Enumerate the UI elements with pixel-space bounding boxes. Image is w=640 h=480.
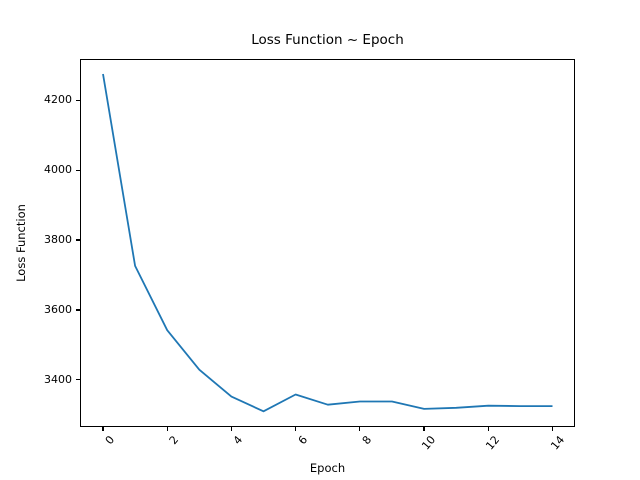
x-tick-mark <box>102 427 104 431</box>
x-tick-mark <box>359 427 361 431</box>
y-tick-mark <box>76 169 80 171</box>
y-axis-label: Loss Function <box>14 204 28 282</box>
x-tick-mark <box>423 427 425 431</box>
y-tick-label: 3400 <box>44 372 72 386</box>
y-tick-label: 4200 <box>44 93 72 107</box>
plot-area <box>80 59 575 427</box>
y-tick-mark <box>76 99 80 101</box>
chart-title: Loss Function ~ Epoch <box>251 32 404 48</box>
x-tick-mark <box>230 427 232 431</box>
y-tick-label: 4000 <box>44 163 72 177</box>
loss-curve-line <box>102 73 553 413</box>
y-tick-mark <box>76 379 80 381</box>
x-tick-mark <box>551 427 554 431</box>
y-tick-mark <box>76 309 80 311</box>
x-tick-mark <box>487 427 489 431</box>
y-tick-label: 3800 <box>44 233 72 247</box>
x-tick-mark <box>295 427 297 431</box>
y-tick-label: 3600 <box>44 302 72 316</box>
y-tick-mark <box>76 239 80 241</box>
x-axis-label: Epoch <box>309 461 346 475</box>
x-tick-mark <box>166 427 168 431</box>
